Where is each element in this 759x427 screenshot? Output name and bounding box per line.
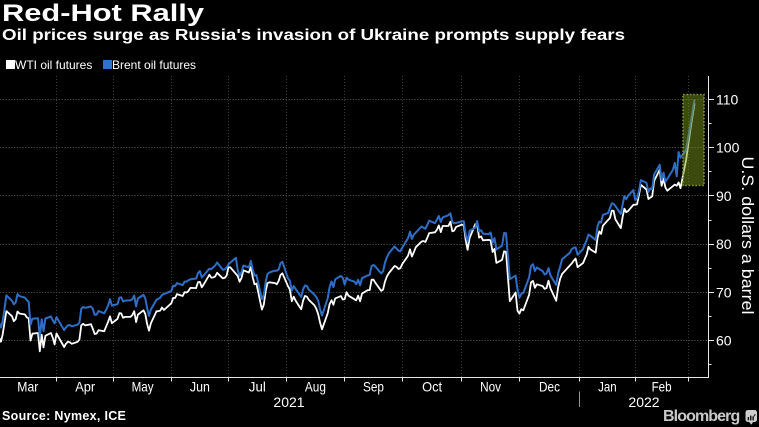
svg-text:Oil prices surge as Russia's i: Oil prices surge as Russia's invasion of…	[2, 27, 625, 44]
svg-text:Jun: Jun	[190, 379, 210, 395]
svg-text:Feb: Feb	[652, 379, 672, 395]
svg-text:100: 100	[716, 140, 740, 156]
svg-text:Nov: Nov	[480, 379, 501, 395]
svg-text:May: May	[132, 379, 154, 395]
svg-text:Oct: Oct	[422, 379, 442, 395]
svg-text:Jul: Jul	[249, 379, 266, 395]
svg-text:Jan: Jan	[598, 379, 617, 395]
svg-text:2021: 2021	[273, 394, 304, 410]
svg-text:U.S. dollars a barrel: U.S. dollars a barrel	[738, 157, 757, 315]
svg-text:Red-Hot Rally: Red-Hot Rally	[2, 0, 205, 27]
svg-text:110: 110	[716, 92, 739, 108]
svg-text:Sep: Sep	[363, 379, 384, 395]
svg-text:2022: 2022	[628, 394, 659, 410]
svg-text:80: 80	[716, 236, 732, 252]
svg-text:Mar: Mar	[17, 379, 38, 395]
svg-text:90: 90	[716, 188, 732, 204]
svg-text:Apr: Apr	[75, 379, 95, 395]
svg-text:Aug: Aug	[305, 379, 326, 395]
svg-text:70: 70	[716, 284, 732, 300]
svg-text:60: 60	[716, 333, 732, 349]
svg-text:Dec: Dec	[539, 379, 560, 395]
